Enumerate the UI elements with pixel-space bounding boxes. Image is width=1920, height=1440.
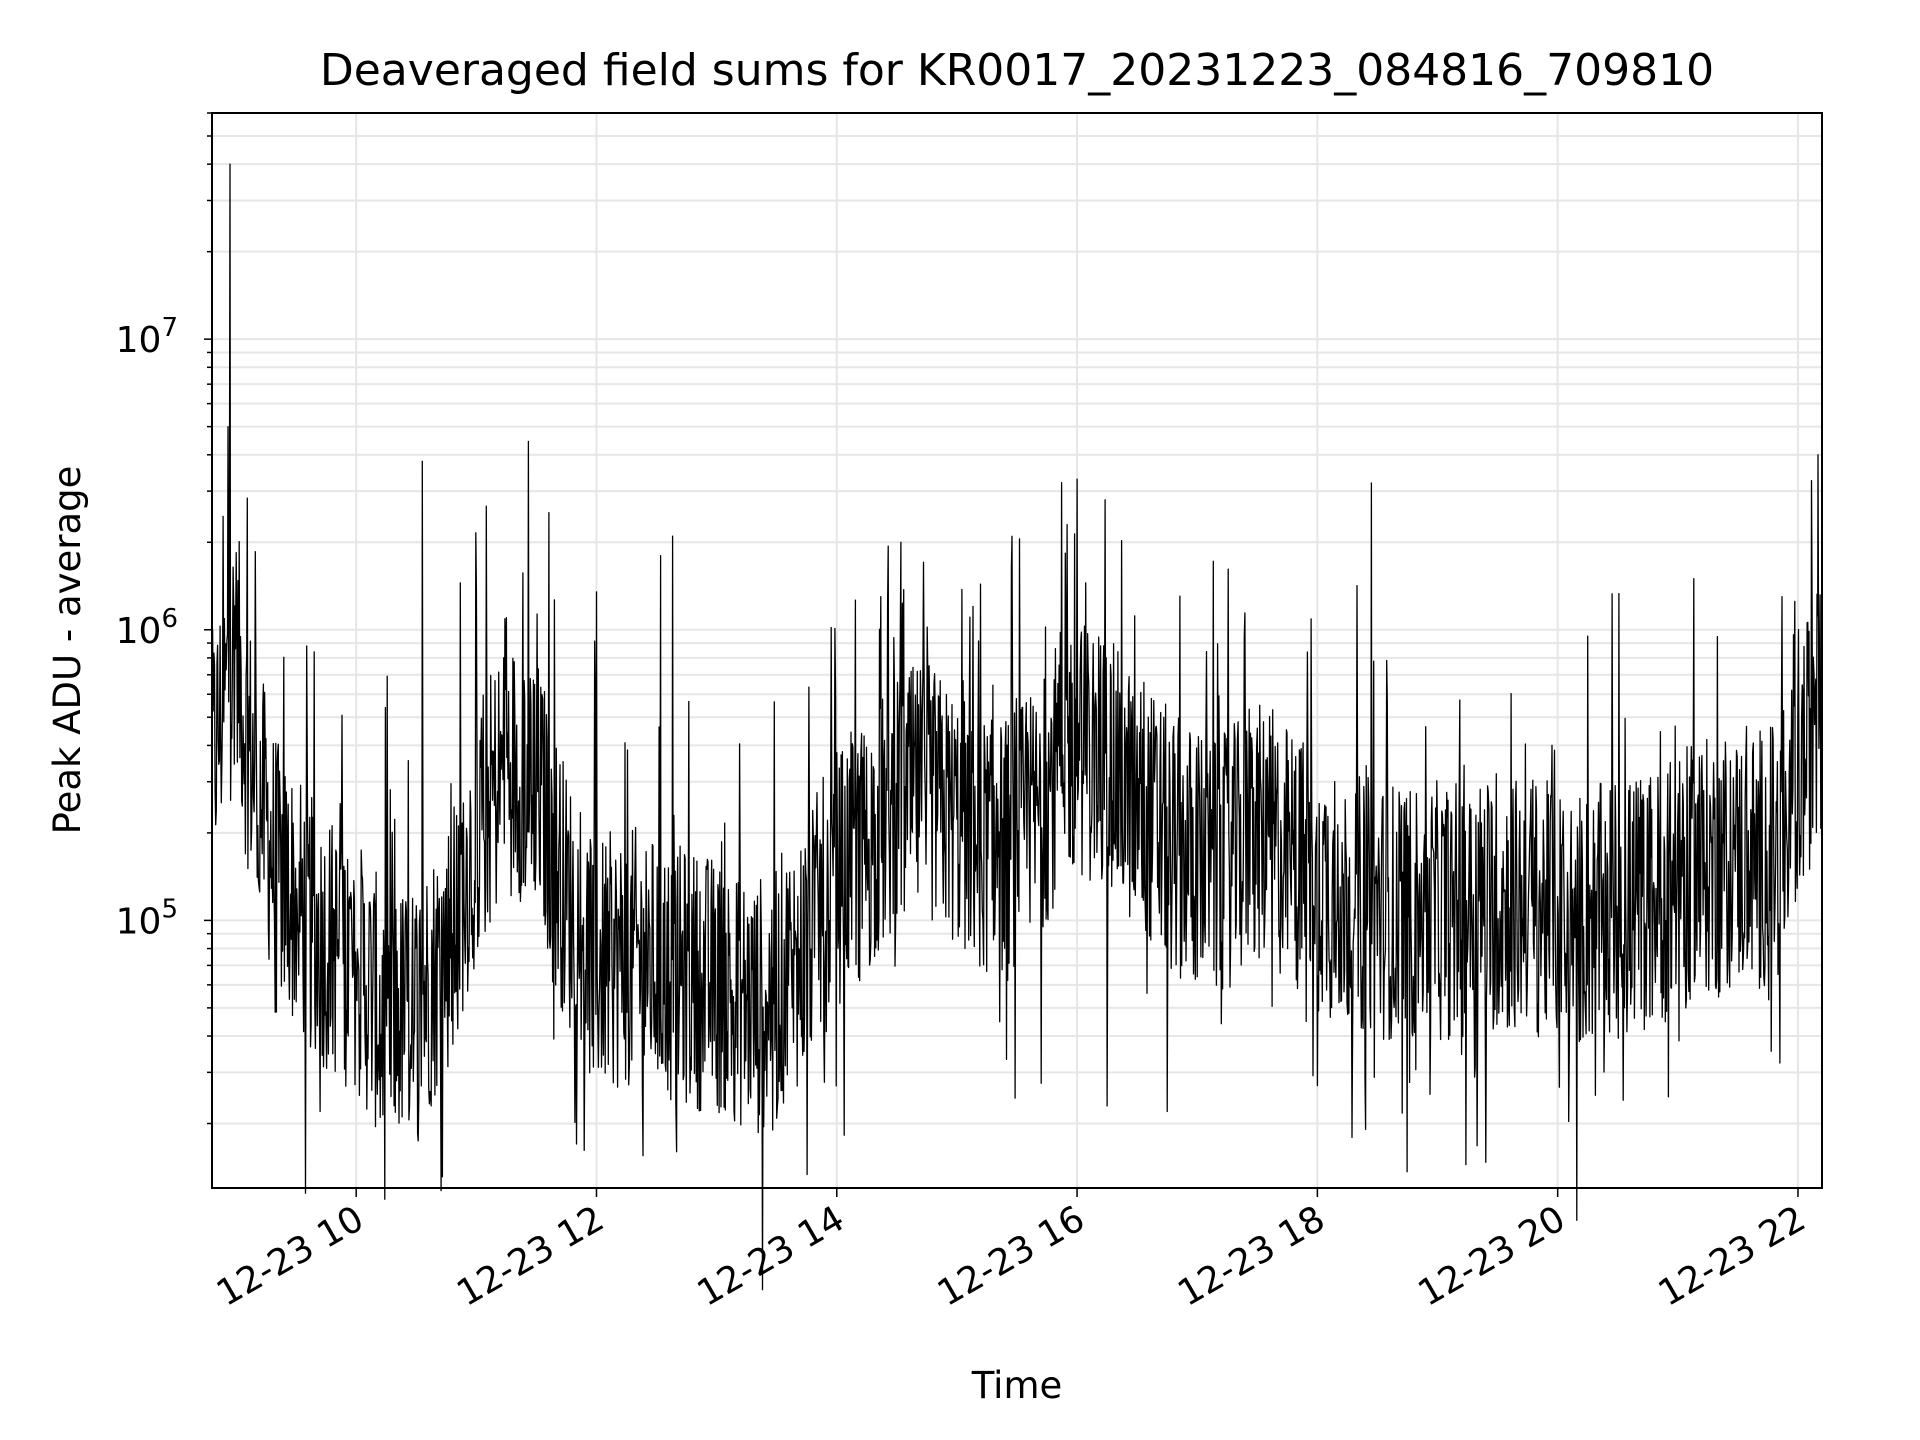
series-line — [211, 163, 1823, 1291]
plot-frame — [211, 112, 1823, 1189]
series-path — [211, 163, 1823, 1291]
y-tick-label: 106 — [116, 604, 178, 652]
chart-title: Deaveraged field sums for KR0017_2023122… — [320, 45, 1714, 96]
x-axis-label: Time — [971, 1364, 1063, 1407]
y-axis-label: Peak ADU - average — [46, 466, 89, 835]
y-tick-label: 107 — [116, 313, 178, 361]
y-ticks: 105 106 107 — [116, 112, 212, 1125]
y-tick-label: 105 — [116, 894, 178, 942]
